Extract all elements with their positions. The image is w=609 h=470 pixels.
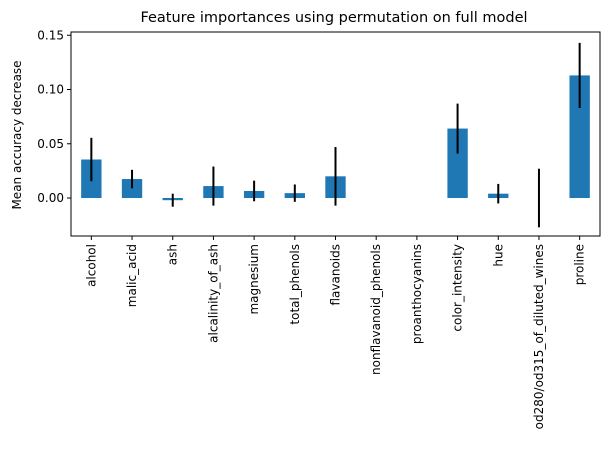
x-tick-label: od280/od315_of_diluted_wines [532,244,546,429]
bar-malic_acid [121,179,143,199]
x-tick-label: alcohol [84,244,98,287]
y-axis-label: Mean accuracy decrease [10,60,24,209]
chart-title: Feature importances using permutation on… [140,10,527,26]
x-tick-label: magnesium [247,244,261,315]
x-tick-label: ash [166,244,180,265]
y-tick-label: 0.15 [37,28,64,42]
x-tick-label: color_intensity [451,244,465,332]
bar-color_intensity [447,128,468,199]
x-tick-label: hue [491,244,505,267]
x-tick-label: proanthocyanins [410,244,424,344]
bar-proline [569,75,590,199]
x-tick-label: nonflavanoid_phenols [369,244,383,375]
y-tick-label: 0.00 [37,191,64,205]
y-tick-label: 0.10 [37,83,64,97]
x-tick-label: malic_acid [125,244,139,307]
y-tick-label: 0.05 [37,137,64,151]
x-tick-label: total_phenols [288,244,302,325]
x-tick-label: proline [573,244,587,285]
plot-area: 0.00 0.05 0.10 0.15 alcohol malic_acid ash alca… [37,28,601,429]
x-tick-label: flavanoids [329,244,343,306]
x-tick-label: alcalinity_of_ash [206,244,220,343]
